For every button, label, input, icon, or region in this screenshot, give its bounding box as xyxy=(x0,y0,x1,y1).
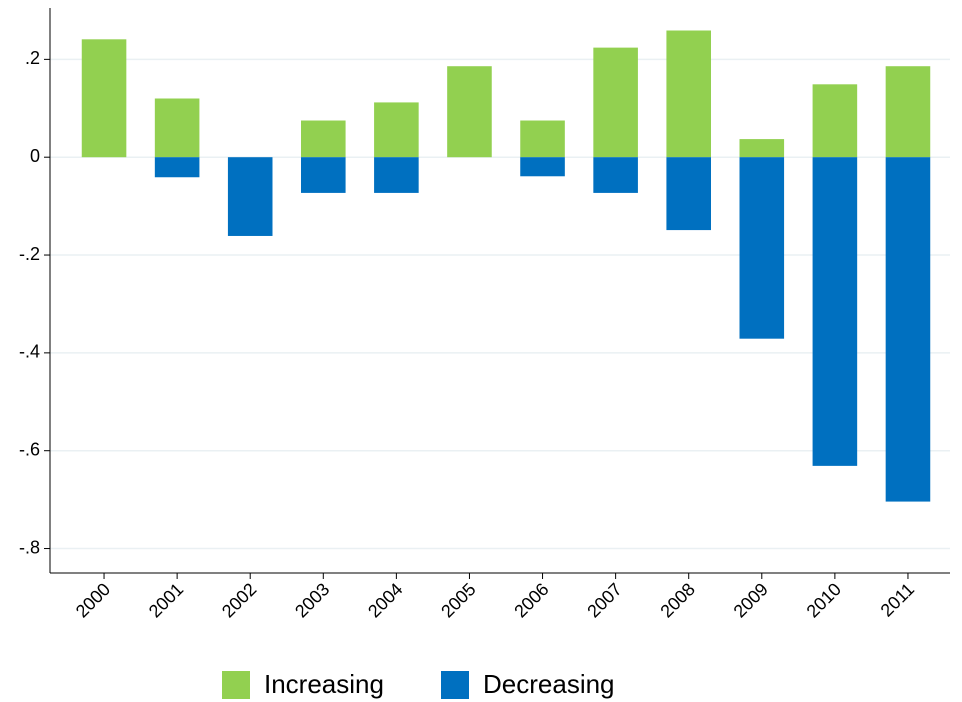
legend-label: Increasing xyxy=(264,669,384,699)
bar xyxy=(812,84,858,158)
bar xyxy=(812,157,858,466)
bar xyxy=(154,157,200,178)
y-tick-label: -.8 xyxy=(19,537,40,557)
bar xyxy=(301,120,346,158)
bar xyxy=(666,30,711,158)
y-tick-label: -.4 xyxy=(19,342,40,362)
legend-swatch xyxy=(222,671,250,699)
legend-label: Decreasing xyxy=(483,669,615,699)
bar xyxy=(520,120,565,158)
y-tick-label: 0 xyxy=(30,146,40,166)
bar xyxy=(739,139,785,158)
y-tick-label: .2 xyxy=(25,48,40,68)
bar xyxy=(374,157,419,193)
y-tick-label: -.2 xyxy=(19,244,40,264)
bar xyxy=(227,157,273,236)
bar xyxy=(593,47,638,158)
bar xyxy=(447,66,492,158)
bar xyxy=(81,39,127,158)
bar xyxy=(154,98,200,158)
bar xyxy=(885,157,931,502)
bar xyxy=(593,157,638,193)
legend-swatch xyxy=(441,671,469,699)
bar xyxy=(374,102,419,158)
bar xyxy=(666,157,711,231)
bar xyxy=(301,157,346,193)
bar xyxy=(520,157,565,177)
y-tick-label: -.6 xyxy=(19,439,40,459)
bar xyxy=(885,66,931,158)
bar xyxy=(739,157,785,339)
